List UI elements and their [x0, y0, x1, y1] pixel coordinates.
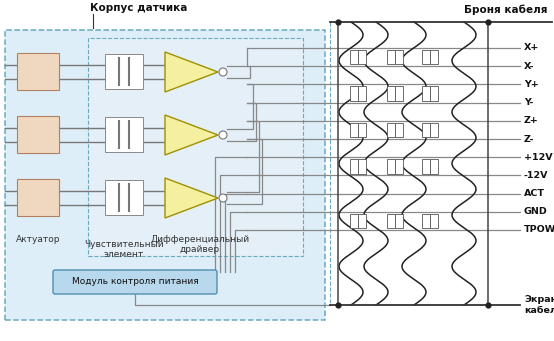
Text: Y+: Y+ [524, 80, 538, 89]
Text: Чувствительный
элемент: Чувствительный элемент [84, 240, 164, 260]
Text: +12V: +12V [524, 153, 553, 162]
Bar [358, 86, 366, 101]
FancyBboxPatch shape [17, 53, 59, 90]
Text: Y-: Y- [524, 98, 534, 107]
Bar [387, 213, 395, 228]
Bar [422, 213, 430, 228]
Text: Актуатор: Актуатор [16, 235, 60, 244]
Text: X-: X- [524, 62, 535, 71]
Bar [395, 159, 403, 174]
Text: X+: X+ [524, 44, 540, 53]
Circle shape [219, 131, 227, 139]
Bar [422, 123, 430, 137]
Bar [422, 86, 430, 101]
Text: Z-: Z- [524, 134, 535, 144]
Bar [350, 213, 358, 228]
Text: Корпус датчика: Корпус датчика [90, 3, 187, 13]
Text: Экран
кабеля: Экран кабеля [524, 295, 554, 315]
Polygon shape [165, 178, 218, 218]
Text: Броня кабеля: Броня кабеля [464, 5, 548, 15]
FancyBboxPatch shape [5, 30, 325, 320]
Bar [430, 86, 438, 101]
Bar [105, 54, 143, 89]
Text: ACT: ACT [524, 189, 545, 198]
Bar [422, 50, 430, 64]
Circle shape [219, 194, 227, 202]
Bar [395, 213, 403, 228]
Bar [430, 50, 438, 64]
Text: Дифференциальный
драйвер: Дифференциальный драйвер [151, 235, 249, 254]
FancyBboxPatch shape [53, 270, 217, 294]
Text: Z+: Z+ [524, 116, 538, 125]
Text: -12V: -12V [524, 171, 548, 180]
Bar [395, 50, 403, 64]
Polygon shape [165, 52, 218, 92]
Bar [350, 159, 358, 174]
FancyBboxPatch shape [17, 179, 59, 216]
FancyBboxPatch shape [88, 38, 303, 256]
Bar [358, 50, 366, 64]
Bar [105, 117, 143, 152]
Bar [105, 180, 143, 215]
Bar [395, 123, 403, 137]
FancyBboxPatch shape [17, 116, 59, 153]
Bar [358, 159, 366, 174]
Bar [430, 123, 438, 137]
Polygon shape [165, 115, 218, 155]
Bar [395, 86, 403, 101]
Bar [387, 50, 395, 64]
Bar [358, 123, 366, 137]
Circle shape [219, 68, 227, 76]
Bar [350, 86, 358, 101]
Bar [387, 123, 395, 137]
Bar [387, 86, 395, 101]
Bar [350, 123, 358, 137]
Text: Модуль контроля питания: Модуль контроля питания [71, 278, 198, 286]
Bar [430, 159, 438, 174]
Text: TPOW: TPOW [524, 225, 554, 235]
Bar [387, 159, 395, 174]
Bar [422, 159, 430, 174]
Bar [358, 213, 366, 228]
Text: GND: GND [524, 207, 548, 216]
Bar [430, 213, 438, 228]
Bar [350, 50, 358, 64]
